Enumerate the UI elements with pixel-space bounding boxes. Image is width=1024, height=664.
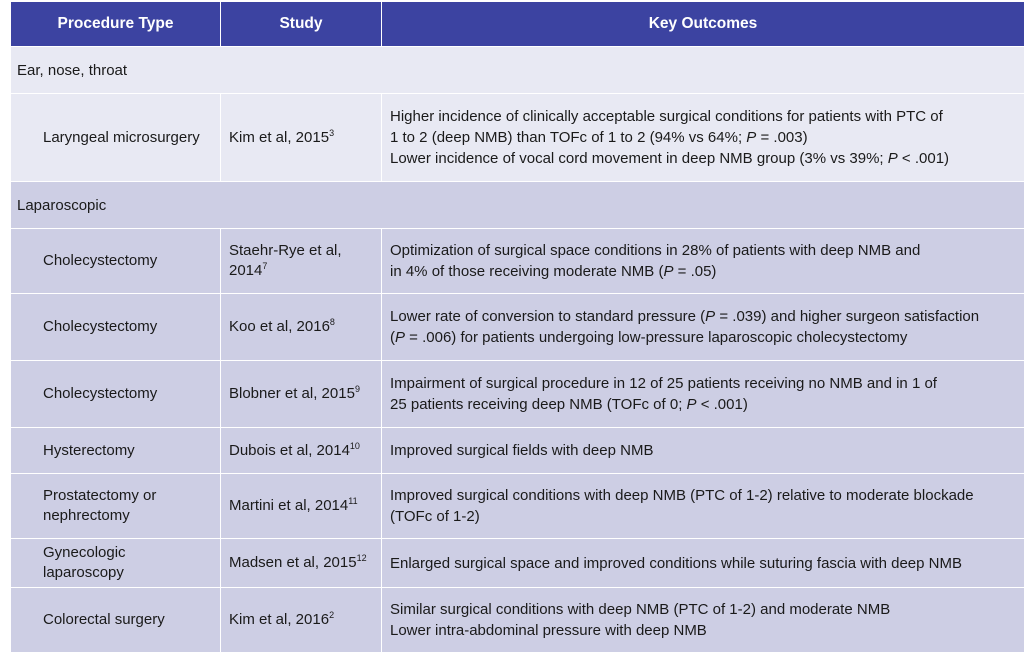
procedure-cell: Gynecologic laparoscopy — [11, 538, 221, 587]
outcome-cell: Higher incidence of clinically acceptabl… — [382, 93, 1024, 181]
study-text: Koo et al, 2016 — [229, 318, 330, 335]
table-row: Gynecologic laparoscopy Madsen et al, 20… — [11, 538, 1024, 587]
study-text-line2: 2014 — [229, 262, 263, 279]
outcome-line: Lower rate of conversion to standard pre… — [390, 308, 980, 325]
table-row: Prostatectomy or nephrectomy Martini et … — [11, 473, 1024, 538]
outcomes-table: Procedure Type Study Key Outcomes Ear, n… — [11, 2, 1024, 652]
table-row: Hysterectomy Dubois et al, 201410 Improv… — [11, 427, 1024, 473]
header-key-outcomes: Key Outcomes — [382, 2, 1024, 46]
table-row: Colorectal surgery Kim et al, 20162 Simi… — [11, 587, 1024, 652]
study-text: Martini et al, 2014 — [229, 497, 349, 514]
reference-number: 8 — [329, 317, 335, 327]
header-procedure-type: Procedure Type — [11, 2, 221, 46]
study-text-line1: Staehr-Rye et al, — [229, 242, 342, 259]
study-cell: Martini et al, 201411 — [221, 473, 382, 538]
outcome-line: Improved surgical fields with deep NMB — [390, 442, 654, 459]
outcome-line: in 4% of those receiving moderate NMB (P… — [390, 263, 717, 280]
table-row: Laryngeal microsurgery Kim et al, 20153 … — [11, 93, 1024, 181]
reference-number: 11 — [348, 496, 358, 506]
section-label-ent: Ear, nose, throat — [11, 46, 1024, 93]
outcome-line: Higher incidence of clinically acceptabl… — [390, 108, 943, 125]
header-study: Study — [221, 2, 382, 46]
reference-number: 10 — [349, 440, 360, 451]
study-text: Madsen et al, 2015 — [229, 554, 357, 571]
procedure-cell: Prostatectomy or nephrectomy — [11, 473, 221, 538]
study-cell: Staehr-Rye et al, 20147 — [221, 228, 382, 293]
outcome-line: 1 to 2 (deep NMB) than TOFc of 1 to 2 (9… — [390, 129, 808, 146]
procedure-line2: laparoscopy — [43, 564, 124, 581]
table-row: Cholecystectomy Blobner et al, 20159 Imp… — [11, 360, 1024, 427]
section-label-laparoscopic: Laparoscopic — [11, 181, 1024, 228]
table-row: Cholecystectomy Koo et al, 20168 Lower r… — [11, 293, 1024, 360]
reference-number: 12 — [356, 553, 367, 563]
outcome-line: 25 patients receiving deep NMB (TOFc of … — [390, 396, 748, 413]
study-cell: Dubois et al, 201410 — [221, 427, 382, 473]
procedure-cell: Cholecystectomy — [11, 293, 221, 360]
reference-number: 2 — [329, 610, 335, 620]
outcome-line: Optimization of surgical space condition… — [390, 242, 921, 259]
study-cell: Kim et al, 20162 — [221, 587, 382, 652]
procedure-line2: nephrectomy — [43, 507, 130, 524]
section-row-ent: Ear, nose, throat — [11, 46, 1024, 93]
outcome-line: (TOFc of 1-2) — [390, 508, 480, 525]
header-row: Procedure Type Study Key Outcomes — [11, 2, 1024, 46]
outcome-cell: Lower rate of conversion to standard pre… — [382, 293, 1024, 360]
outcome-cell: Enlarged surgical space and improved con… — [382, 538, 1024, 587]
outcome-cell: Impairment of surgical procedure in 12 o… — [382, 360, 1024, 427]
section-row-laparoscopic: Laparoscopic — [11, 181, 1024, 228]
procedure-cell: Hysterectomy — [11, 427, 221, 473]
table-row: Cholecystectomy Staehr-Rye et al, 20147 … — [11, 228, 1024, 293]
outcome-line: Lower incidence of vocal cord movement i… — [390, 150, 950, 167]
outcome-cell: Improved surgical conditions with deep N… — [382, 473, 1024, 538]
study-cell: Blobner et al, 20159 — [221, 360, 382, 427]
outcome-line: Impairment of surgical procedure in 12 o… — [390, 375, 937, 392]
outcome-line: Lower intra-abdominal pressure with deep… — [390, 622, 707, 639]
outcome-cell: Similar surgical conditions with deep NM… — [382, 587, 1024, 652]
procedure-line1: Gynecologic — [43, 544, 126, 561]
study-cell: Kim et al, 20153 — [221, 93, 382, 181]
study-cell: Koo et al, 20168 — [221, 293, 382, 360]
procedure-cell: Colorectal surgery — [11, 587, 221, 652]
outcome-cell: Improved surgical fields with deep NMB — [382, 427, 1024, 473]
procedure-cell: Cholecystectomy — [11, 360, 221, 427]
reference-number: 7 — [262, 261, 268, 271]
study-cell: Madsen et al, 201512 — [221, 538, 382, 587]
reference-number: 3 — [329, 127, 335, 138]
procedure-cell: Cholecystectomy — [11, 228, 221, 293]
reference-number: 9 — [354, 384, 360, 394]
outcome-line: (P = .006) for patients undergoing low-p… — [390, 329, 908, 346]
study-text: Dubois et al, 2014 — [229, 441, 350, 459]
outcome-line: Similar surgical conditions with deep NM… — [390, 601, 891, 618]
procedure-cell: Laryngeal microsurgery — [11, 93, 221, 181]
outcome-cell: Optimization of surgical space condition… — [382, 228, 1024, 293]
study-text: Blobner et al, 2015 — [229, 385, 355, 402]
procedure-line1: Prostatectomy or — [43, 487, 157, 504]
outcome-line: Improved surgical conditions with deep N… — [390, 487, 974, 504]
outcome-line: Enlarged surgical space and improved con… — [390, 554, 962, 572]
study-text: Kim et al, 2016 — [229, 611, 330, 628]
study-text: Kim et al, 2015 — [229, 128, 330, 146]
